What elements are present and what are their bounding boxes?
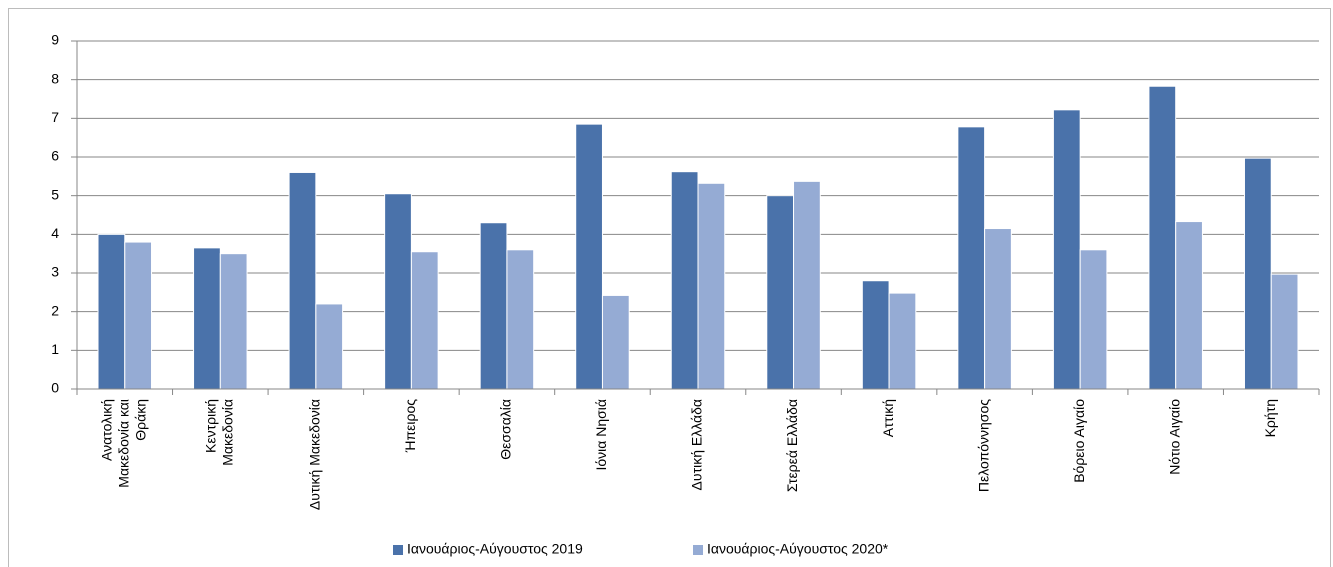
bar bbox=[766, 195, 795, 390]
y-tick-label: 4 bbox=[51, 225, 59, 241]
bar bbox=[670, 171, 699, 390]
x-tick-label: Μακεδονία bbox=[220, 399, 236, 466]
bar bbox=[888, 292, 917, 390]
x-tick-label: Νότιο Αιγαίο bbox=[1166, 399, 1182, 475]
y-tick-label: 5 bbox=[51, 186, 59, 202]
bar bbox=[97, 233, 126, 390]
bar bbox=[1148, 85, 1177, 390]
bar bbox=[288, 171, 317, 390]
legend-swatch bbox=[393, 545, 403, 555]
x-tick-label: Ανατολική bbox=[98, 399, 114, 461]
legend-label: Ιανουάριος-Αύγουστος 2019 bbox=[407, 541, 583, 557]
x-tick-label: Αττική bbox=[880, 399, 896, 437]
x-tick-label: Πελοπόννησος bbox=[975, 399, 991, 492]
bar bbox=[697, 182, 726, 390]
x-tick-label: Ήπειρος bbox=[402, 399, 418, 453]
bar bbox=[124, 241, 153, 390]
y-tick-label: 7 bbox=[51, 109, 59, 125]
y-tick-label: 9 bbox=[51, 32, 59, 48]
legend-label: Ιανουάριος-Αύγουστος 2020* bbox=[707, 541, 889, 557]
bar bbox=[575, 123, 603, 390]
x-tick-label: Στερεά Ελλάδα bbox=[784, 399, 800, 492]
bar bbox=[315, 303, 344, 390]
bar bbox=[506, 249, 535, 390]
x-tick-label: Μακεδονία και bbox=[115, 399, 131, 488]
x-tick-label: Κρήτη bbox=[1262, 399, 1278, 437]
x-tick-label: Θράκη bbox=[132, 399, 148, 441]
chart-frame bbox=[8, 8, 1331, 567]
bar bbox=[601, 294, 630, 390]
bar bbox=[410, 251, 439, 390]
bar bbox=[1052, 109, 1081, 390]
bar bbox=[1270, 273, 1299, 390]
x-tick-label: Κεντρική bbox=[203, 399, 219, 453]
x-tick-label: Βόρειο Αιγαίο bbox=[1071, 399, 1087, 483]
legend-swatch bbox=[693, 545, 703, 555]
bar bbox=[193, 247, 221, 390]
bar bbox=[1175, 221, 1203, 390]
y-tick-label: 8 bbox=[51, 70, 59, 86]
x-tick-label: Δυτική Μακεδονία bbox=[307, 399, 323, 510]
bar bbox=[219, 253, 248, 390]
bar bbox=[384, 193, 412, 390]
bar bbox=[479, 222, 508, 390]
bar bbox=[1243, 157, 1272, 390]
x-tick-label: Δυτική Ελλάδα bbox=[689, 399, 705, 490]
bar bbox=[957, 126, 986, 390]
x-tick-label: Ιόνια Νησιά bbox=[593, 399, 609, 471]
bar bbox=[861, 280, 890, 390]
y-tick-label: 1 bbox=[51, 341, 59, 357]
x-tick-label: Θεσσαλία bbox=[498, 399, 514, 460]
y-tick-label: 0 bbox=[51, 380, 59, 396]
y-tick-label: 3 bbox=[51, 264, 59, 280]
bar bbox=[984, 228, 1012, 390]
bar bbox=[1079, 249, 1108, 390]
y-tick-label: 2 bbox=[51, 302, 59, 318]
y-tick-label: 6 bbox=[51, 148, 59, 164]
bar bbox=[793, 180, 821, 390]
